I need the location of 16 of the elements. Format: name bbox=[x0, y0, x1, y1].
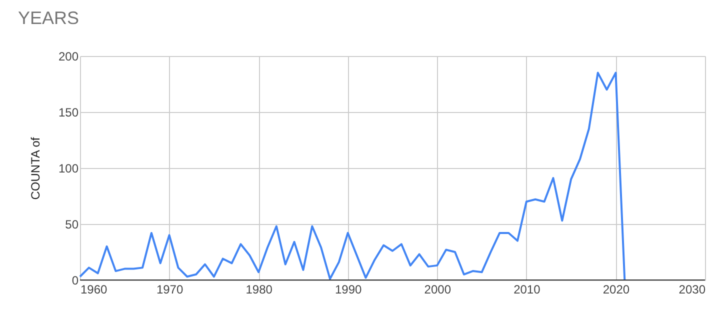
x-tick-label: 2030 bbox=[678, 282, 706, 296]
x-tick-label: 2010 bbox=[514, 282, 541, 296]
x-tick-label: 1980 bbox=[246, 282, 273, 296]
y-tick-label: 50 bbox=[65, 218, 79, 232]
y-tick-label: 0 bbox=[72, 274, 79, 288]
x-tick-label: 1970 bbox=[156, 282, 184, 296]
x-tick-label: 2000 bbox=[424, 282, 452, 296]
line-series bbox=[79, 72, 626, 281]
y-tick-label: 200 bbox=[58, 50, 79, 64]
y-tick-label: 150 bbox=[58, 106, 79, 120]
x-tick-label: 1960 bbox=[80, 282, 108, 296]
y-tick-label: 100 bbox=[58, 162, 79, 176]
y-axis-title: COUNTA of bbox=[28, 136, 42, 200]
x-tick-label: 2020 bbox=[602, 282, 630, 296]
chart-title: YEARS bbox=[18, 8, 80, 28]
x-tick-label: 1990 bbox=[335, 282, 362, 296]
